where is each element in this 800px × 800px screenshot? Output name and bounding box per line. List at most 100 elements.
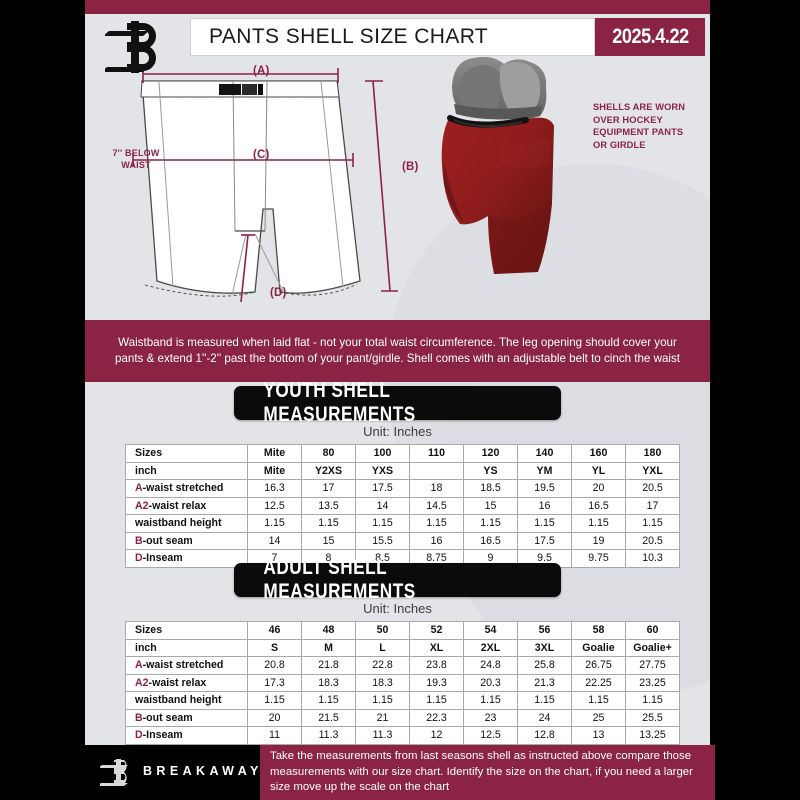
adult-section-badge: ADULT SHELL MEASUREMENTS <box>234 556 561 603</box>
footer-note-text: Take the measurements from last seasons … <box>270 750 693 794</box>
footer-brand-name: BREAKAWAY <box>143 764 263 778</box>
youth-section-title: YOUTH SHELL MEASUREMENTS <box>263 379 416 426</box>
title-box: PANTS SHELL SIZE CHART <box>190 18 595 56</box>
table-cell: 1.15 <box>301 514 356 533</box>
adult-section-title: ADULT SHELL MEASUREMENTS <box>263 556 416 603</box>
breakaway-b-logo-icon <box>101 14 175 73</box>
table-cell: 80 <box>301 444 356 463</box>
table-cell: 17.3 <box>247 673 302 692</box>
table-cell: 17.5 <box>517 531 572 550</box>
table-cell <box>409 461 464 480</box>
adult-measurements-table: Sizes 46 48 50 52 54 56 58 60 inch S M L XL 2XL 3XL Goal… <box>125 621 680 745</box>
table-row-header: Sizes <box>125 621 248 640</box>
measurement-instructions-banner: Waistband is measured when laid flat - n… <box>85 320 710 382</box>
table-cell: 18.3 <box>355 673 410 692</box>
table-row-header: inch <box>125 461 248 480</box>
table-cell: 11.3 <box>301 726 356 745</box>
table-cell: 13.5 <box>301 496 356 515</box>
table-row-header: D-Inseam <box>125 726 248 745</box>
measurement-key-letter: A2 <box>135 499 149 512</box>
breakaway-b-logo-icon <box>97 753 144 791</box>
table-row-header: Sizes <box>125 444 248 463</box>
table-row-header: A2-waist relax <box>125 673 248 692</box>
table-row-header: A-waist stretched <box>125 656 248 675</box>
table-row-header: waistband height <box>125 691 248 710</box>
table-cell: 22.3 <box>409 708 464 727</box>
table-row-header: D-Inseam <box>125 549 248 568</box>
table-row-header: B-out seam <box>125 531 248 550</box>
table-cell: Y2XS <box>301 461 356 480</box>
table-cell: 56 <box>517 621 572 640</box>
table-cell: 16.5 <box>571 496 626 515</box>
table-cell: 16 <box>409 531 464 550</box>
table-cell: 50 <box>355 621 410 640</box>
table-row: B-out seam 14 15 15.5 16 16.5 17.5 19 20.5 <box>125 531 680 550</box>
table-cell: 7 <box>247 549 302 568</box>
table-cell: 18 <box>409 479 464 498</box>
table-cell: 54 <box>463 621 518 640</box>
table-cell: 23.25 <box>625 673 680 692</box>
youth-unit-label: Unit: Inches <box>363 424 432 439</box>
table-row: D-Inseam 11 11.3 11.3 12 12.5 12.8 13 13.25 <box>125 726 680 745</box>
table-cell: 19.3 <box>409 673 464 692</box>
shorts-technical-diagram: (A) (B) (C) (D) 7'' BELOW WAIST <box>95 59 435 324</box>
date-badge: 2025.4.22 <box>595 18 705 56</box>
table-row: inch Mite Y2XS YXS YS YM YL YXL <box>125 461 680 480</box>
table-cell: YXL <box>625 461 680 480</box>
table-cell: YL <box>571 461 626 480</box>
page-footer: BREAKAWAY Take the measurements from las… <box>0 745 800 800</box>
table-cell: 100 <box>355 444 410 463</box>
table-cell: 20 <box>247 708 302 727</box>
table-cell: 160 <box>571 444 626 463</box>
table-cell: 16.5 <box>463 531 518 550</box>
table-cell: 20.5 <box>625 531 680 550</box>
table-cell: 11 <box>247 726 302 745</box>
table-row: A2-waist relax 12.5 13.5 14 14.5 15 16 16.5 17 <box>125 496 680 515</box>
table-cell: 1.15 <box>355 691 410 710</box>
table-cell: Mite <box>247 461 302 480</box>
table-cell: 19 <box>571 531 626 550</box>
table-cell: L <box>355 638 410 657</box>
table-cell: 1.15 <box>517 514 572 533</box>
diagram-label-b: (B) <box>402 161 419 173</box>
table-cell: 110 <box>409 444 464 463</box>
table-row: Sizes Mite 80 100 110 120 140 160 180 <box>125 444 680 463</box>
table-cell: 1.15 <box>517 691 572 710</box>
table-cell: 22.25 <box>571 673 626 692</box>
table-cell: 58 <box>571 621 626 640</box>
table-row-header: A2-waist relax <box>125 496 248 515</box>
footer-note-box: Take the measurements from last seasons … <box>260 745 715 800</box>
table-cell: 20.5 <box>625 479 680 498</box>
table-cell: 1.15 <box>463 691 518 710</box>
table-row: A-waist stretched 16.3 17 17.5 18 18.5 19.5 20 2… <box>125 479 680 498</box>
hockey-pant-shell-photo <box>430 54 605 289</box>
page-title: PANTS SHELL SIZE CHART <box>209 25 489 48</box>
table-cell: 1.15 <box>301 691 356 710</box>
table-cell: 1.15 <box>409 691 464 710</box>
table-cell: 17.5 <box>355 479 410 498</box>
table-row: inch S M L XL 2XL 3XL Goalie Goalie+ <box>125 638 680 657</box>
table-cell: 25.8 <box>517 656 572 675</box>
table-cell: 21.3 <box>517 673 572 692</box>
table-cell: 1.15 <box>409 514 464 533</box>
table-cell: 21 <box>355 708 410 727</box>
table-cell: 52 <box>409 621 464 640</box>
table-cell: 1.15 <box>625 514 680 533</box>
measurement-key-letter: D <box>135 552 143 565</box>
table-cell: YS <box>463 461 518 480</box>
table-cell: 1.15 <box>355 514 410 533</box>
table-cell: 24.8 <box>463 656 518 675</box>
table-cell: 17 <box>625 496 680 515</box>
diagram-label-c: (C) <box>253 149 270 161</box>
table-row: A2-waist relax 17.3 18.3 18.3 19.3 20.3 21.3 22… <box>125 673 680 692</box>
table-cell: 13 <box>571 726 626 745</box>
table-cell: Goalie <box>571 638 626 657</box>
table-cell: Goalie+ <box>625 638 680 657</box>
table-cell: 1.15 <box>247 514 302 533</box>
table-cell: 13.25 <box>625 726 680 745</box>
page-header: PANTS SHELL SIZE CHART 2025.4.22 <box>85 14 710 73</box>
table-cell: 15 <box>301 531 356 550</box>
measurement-key-letter: A <box>135 482 143 495</box>
table-cell: 10.3 <box>625 549 680 568</box>
table-cell: 24 <box>517 708 572 727</box>
